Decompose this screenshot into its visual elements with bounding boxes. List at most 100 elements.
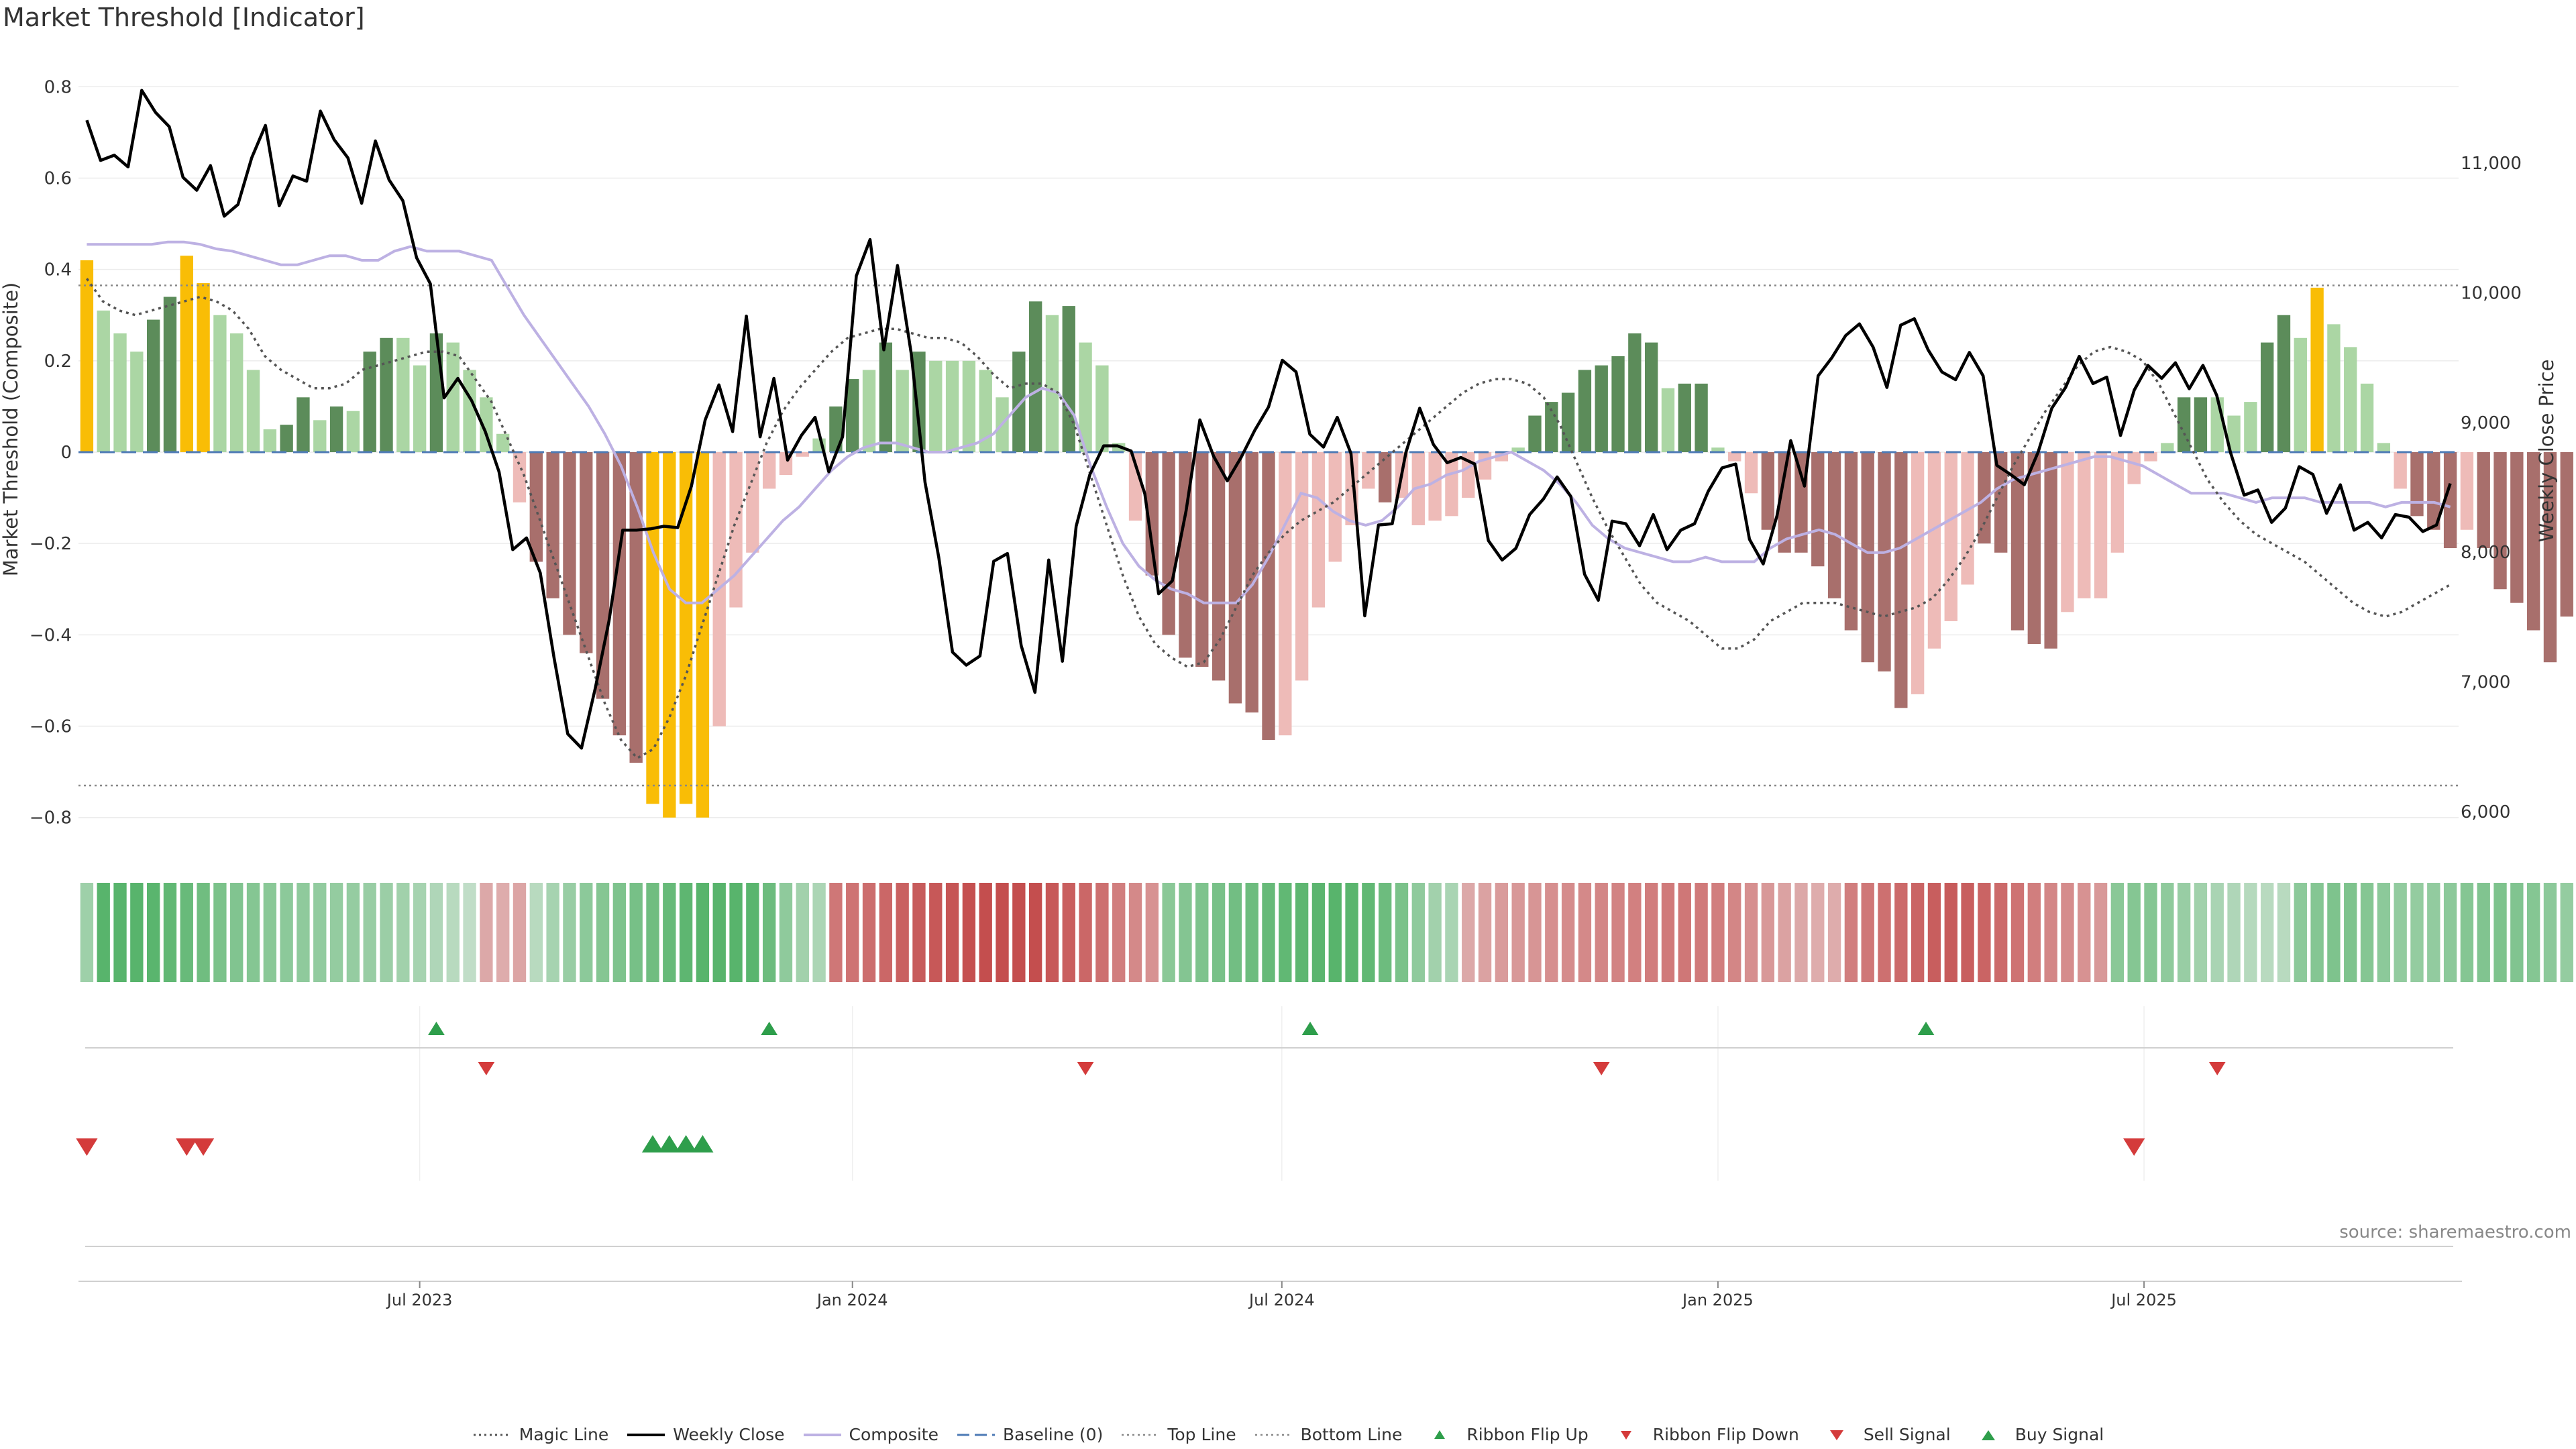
ribbon-cell (2543, 883, 2557, 982)
composite-bar (1279, 452, 1292, 736)
ribbon-cell (1644, 883, 1658, 982)
ribbon-cell (796, 883, 809, 982)
ribbon-cell (2210, 883, 2224, 982)
ribbon-cell (862, 883, 876, 982)
ribbon-cell (546, 883, 559, 982)
composite-bar (130, 352, 144, 452)
composite-bar (846, 379, 859, 452)
ribbon-cell (1578, 883, 1592, 982)
weekly-close-line (85, 89, 2452, 750)
signals-layer (76, 1022, 2462, 1282)
composite-bar (2477, 452, 2490, 548)
composite-bar (1811, 452, 1825, 567)
y-tick-label: −0.8 (30, 808, 72, 828)
composite-bar (796, 452, 809, 457)
ribbon-cell (1411, 883, 1425, 982)
composite-bar (1228, 452, 1242, 704)
y-tick-label: 0.2 (44, 352, 72, 372)
ribbon-flip-down-marker (2208, 1062, 2226, 1075)
y-tick-label: −0.6 (30, 717, 72, 737)
composite-bar (1611, 356, 1625, 452)
legend-item-top: Top Line (1120, 1425, 1236, 1444)
composite-bar (1911, 452, 1925, 694)
ribbon-flip-down-marker (1077, 1062, 1094, 1075)
composite-bar (1894, 452, 1908, 708)
composite-bar (2078, 452, 2091, 598)
page-title: Market Threshold [Indicator] (3, 3, 365, 32)
ribbon-cell (1379, 883, 1392, 982)
ribbon-cell (146, 883, 160, 982)
y-tick-label: 0 (60, 443, 72, 463)
composite-bar (2394, 452, 2407, 489)
legend-label: Ribbon Flip Down (1652, 1425, 1799, 1444)
composite-bar (1212, 452, 1226, 681)
composite-bar (563, 452, 576, 635)
ribbon-cell (230, 883, 244, 982)
ribbon-cell (130, 883, 144, 982)
ribbon-cell (1827, 883, 1841, 982)
ribbon-cell (1778, 883, 1791, 982)
legend-item-composite: Composite (802, 1425, 938, 1444)
composite-bar (463, 370, 476, 452)
ribbon-cell (2010, 883, 2025, 982)
ribbon-cell (1212, 883, 1226, 982)
composite-bar (246, 370, 260, 452)
sell-signal-marker (76, 1138, 98, 1156)
composite-bar (2061, 452, 2074, 612)
composite-bar (2460, 452, 2474, 530)
y2-tick-label: 7,000 (2461, 673, 2510, 693)
legend-label: Bottom Line (1300, 1425, 1403, 1444)
composite-bar (629, 452, 643, 763)
y-tick-label: 0.8 (44, 77, 72, 97)
composite-bar (363, 352, 376, 452)
composite-bar (513, 452, 527, 502)
composite-bar (346, 411, 360, 452)
composite-bar (1644, 342, 1658, 452)
ribbon-cell (1428, 883, 1442, 982)
ribbon-cell (846, 883, 859, 982)
ribbon-cell (163, 883, 177, 982)
ribbon-cell (1545, 883, 1558, 982)
ribbon-cell (1894, 883, 1908, 982)
composite-bar (180, 256, 193, 452)
legend-label: Sell Signal (1863, 1425, 1951, 1444)
composite-bar (1145, 452, 1159, 576)
ribbon-cell (2227, 883, 2241, 982)
ribbon-cell (346, 883, 360, 982)
ribbon-cell (2510, 883, 2524, 982)
ribbon-cell (929, 883, 943, 982)
composite-bar (1428, 452, 1442, 521)
ribbon-cell (1511, 883, 1525, 982)
composite-bar (879, 342, 893, 452)
composite-bar (679, 452, 693, 804)
legend-item-flipup: Ribbon Flip Up (1419, 1425, 1589, 1444)
composite-bar (280, 425, 293, 452)
ribbon-cell (1844, 883, 1858, 982)
ribbon-cell (962, 883, 976, 982)
ribbon-cell (2360, 883, 2374, 982)
ribbon-cell (1179, 883, 1192, 982)
buy-signal-marker (641, 1135, 664, 1152)
composite-bar (146, 319, 160, 452)
ribbon-cell (329, 883, 343, 982)
composite-bar (1328, 452, 1342, 562)
ribbon-cell (2344, 883, 2357, 982)
ribbon-cell (879, 883, 893, 982)
ribbon-cell (2177, 883, 2191, 982)
ribbon-cell (1311, 883, 1326, 982)
ribbon-cell (213, 883, 227, 982)
composite-bar (1695, 383, 1708, 452)
ribbon-cell (2110, 883, 2125, 982)
ribbon-cell (1028, 883, 1042, 982)
ribbon-flip-down-marker (478, 1062, 495, 1075)
ribbon-cell (2394, 883, 2407, 982)
ribbon-cell (829, 883, 843, 982)
composite-bar (496, 433, 510, 452)
ribbon-cell (1328, 883, 1342, 982)
composite-bar (2493, 452, 2507, 590)
legend-label: Magic Line (519, 1425, 609, 1444)
ribbon-flip-up-marker (761, 1022, 778, 1035)
ribbon-cell (2327, 883, 2341, 982)
ribbon-cell (2493, 883, 2507, 982)
ribbon-cell (2310, 883, 2324, 982)
